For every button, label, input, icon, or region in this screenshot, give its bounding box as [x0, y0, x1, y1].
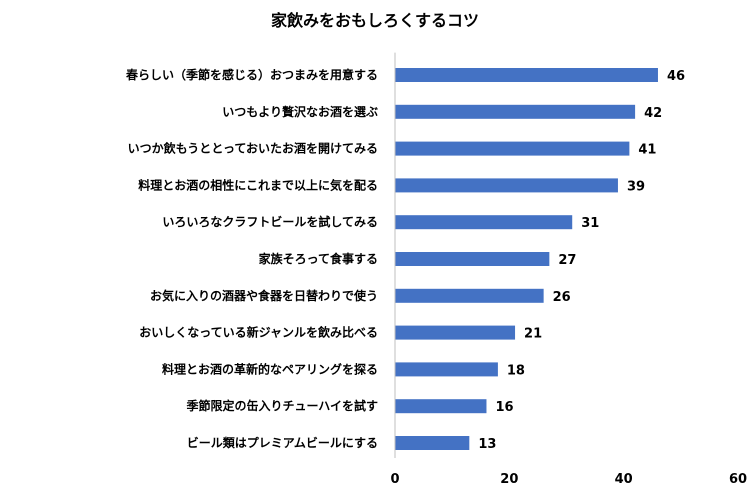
bar-10: [395, 436, 470, 450]
category-label-9: 季節限定の缶入りチューハイを試す: [185, 398, 378, 413]
value-label-7: 21: [524, 327, 542, 342]
category-label-3: 料理とお酒の相性にこれまで以上に気を配る: [138, 177, 378, 192]
value-labels-layer: 46 42 41 39 31 27 26 21 18 16 13: [478, 69, 685, 452]
x-tick-label-2: 40: [615, 472, 633, 487]
bar-6: [395, 288, 544, 303]
value-label-8: 18: [507, 363, 525, 378]
value-label-2: 41: [638, 143, 656, 158]
x-axis: 0 20 40 60: [390, 52, 747, 487]
bar-3: [395, 178, 618, 193]
value-label-10: 13: [478, 437, 496, 452]
value-label-9: 16: [495, 400, 513, 415]
category-label-0: 春らしい（季節を感じる）おつまみを用意する: [125, 67, 378, 82]
bars-layer: [395, 68, 658, 450]
bar-2: [395, 141, 630, 156]
bar-9: [395, 399, 487, 414]
value-label-5: 27: [558, 253, 576, 268]
bar-7: [395, 325, 516, 340]
category-label-10: ビール類はプレミアムビールにする: [187, 435, 378, 450]
x-tick-label-3: 60: [729, 472, 747, 487]
value-label-6: 26: [553, 290, 571, 305]
bar-1: [395, 104, 636, 119]
category-label-8: 料理とお酒の革新的なペアリングを探る: [162, 361, 378, 376]
category-labels-layer: 春らしい（季節を感じる）おつまみを用意するいつもより贅沢なお酒を選ぶいつか飲もう…: [125, 67, 378, 450]
bar-8: [395, 362, 498, 377]
category-label-2: いつか飲もうととっておいたお酒を開けてみる: [128, 141, 378, 156]
bar-4: [395, 215, 573, 230]
chart-title: 家飲みをおもしろくするコツ: [271, 11, 479, 30]
value-label-3: 39: [627, 179, 645, 194]
x-tick-label-0: 0: [390, 472, 399, 487]
value-label-0: 46: [667, 69, 685, 84]
bar-0: [395, 68, 658, 82]
value-label-1: 42: [644, 106, 662, 121]
category-label-6: お気に入りの酒器や食器を日替わりで使う: [150, 288, 378, 303]
category-label-5: 家族そろって食事する: [259, 251, 378, 266]
bar-5: [395, 252, 550, 266]
x-tick-label-1: 20: [500, 472, 518, 487]
category-label-1: いつもより贅沢なお酒を選ぶ: [222, 104, 378, 119]
value-label-4: 31: [581, 216, 599, 231]
category-label-7: おいしくなっている新ジャンルを飲み比べる: [139, 325, 378, 340]
category-label-4: いろいろなクラフトビールを試してみる: [162, 214, 378, 229]
